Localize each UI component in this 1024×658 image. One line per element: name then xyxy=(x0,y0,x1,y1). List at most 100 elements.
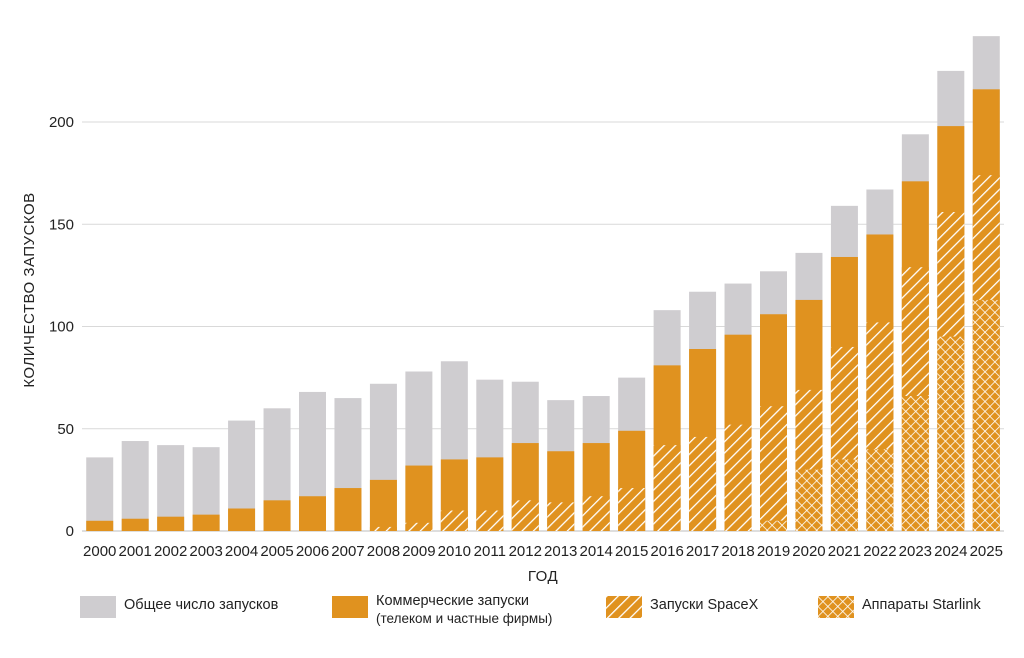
bar-group-2025 xyxy=(972,36,1000,532)
bar-group-2018 xyxy=(724,283,752,531)
bar-group-2012 xyxy=(511,381,539,531)
x-tick-label: 2013 xyxy=(544,543,577,560)
y-tick-label: 100 xyxy=(49,319,74,336)
bar-total xyxy=(121,441,149,531)
x-tick-label: 2019 xyxy=(757,543,790,560)
bar-group-2020 xyxy=(795,252,823,532)
x-tick-label: 2004 xyxy=(225,543,258,560)
bar-spacex xyxy=(618,488,646,531)
bar-starlink xyxy=(830,459,858,531)
bar-group-2016 xyxy=(653,310,681,531)
bar-commercial xyxy=(299,496,326,531)
x-tick-label: 2005 xyxy=(260,543,293,560)
bar-group-2008 xyxy=(369,383,397,531)
bar-group-2024 xyxy=(937,70,965,532)
bar-group-2013 xyxy=(547,400,575,531)
x-tick-label: 2025 xyxy=(970,543,1003,560)
bar-spacex xyxy=(866,322,894,450)
legend-label-spacex: Запуски SpaceX xyxy=(650,597,759,613)
bar-group-2002 xyxy=(157,445,185,531)
bar-starlink xyxy=(760,520,787,531)
x-axis-ticks: 2000 2001 2002 2003 2004 2005 2006 2007 2008 2009… xyxy=(83,543,1003,560)
bar-starlink xyxy=(901,396,929,531)
y-axis-ticks: 0 50 100 150 200 xyxy=(49,114,74,540)
legend-item-total: Общее число запусков xyxy=(80,596,278,618)
x-tick-label: 2007 xyxy=(331,543,364,560)
bar-commercial xyxy=(334,488,362,531)
bar-group-2001 xyxy=(121,441,149,531)
bar-starlink xyxy=(795,469,823,531)
x-tick-label: 2017 xyxy=(686,543,719,560)
x-tick-label: 2023 xyxy=(899,543,932,560)
bar-starlink xyxy=(937,336,965,531)
bar-group-2006 xyxy=(299,391,326,531)
legend: Общее число запусков Коммерческие запуск… xyxy=(80,592,1010,642)
bar-spacex xyxy=(511,500,539,531)
legend-swatch-spacex xyxy=(606,596,642,618)
legend-item-spacex: Запуски SpaceX xyxy=(606,596,758,618)
gridlines xyxy=(82,121,1004,532)
x-tick-label: 2012 xyxy=(509,543,542,560)
bar-commercial xyxy=(369,479,397,531)
bar-group-2017 xyxy=(689,291,717,531)
x-tick-label: 2000 xyxy=(83,543,116,560)
bar-spacex xyxy=(901,267,929,397)
bar-group-2009 xyxy=(405,371,433,531)
x-tick-label: 2024 xyxy=(934,543,967,560)
x-tick-label: 2016 xyxy=(650,543,683,560)
bar-spacex xyxy=(476,510,504,531)
x-tick-label: 2018 xyxy=(721,543,754,560)
x-tick-label: 2015 xyxy=(615,543,648,560)
bar-group-2004 xyxy=(228,420,256,531)
bar-spacex xyxy=(440,510,468,531)
bar-group-2015 xyxy=(618,377,646,531)
x-tick-label: 2011 xyxy=(474,543,506,560)
y-tick-label: 150 xyxy=(49,216,74,233)
legend-label-commercial-sub: (телеком и частные фирмы) xyxy=(376,611,553,626)
x-tick-label: 2001 xyxy=(119,543,152,560)
legend-swatch-starlink xyxy=(818,596,854,618)
legend-swatch-commercial xyxy=(332,596,368,618)
x-tick-label: 2002 xyxy=(154,543,187,560)
x-tick-label: 2021 xyxy=(828,543,861,560)
bar-commercial xyxy=(263,500,291,531)
bar-commercial xyxy=(405,465,433,531)
legend-item-starlink: Аппараты Starlink xyxy=(818,596,981,618)
legend-label-starlink: Аппараты Starlink xyxy=(862,597,981,613)
bar-commercial xyxy=(86,520,114,531)
bar-spacex xyxy=(653,445,681,531)
x-tick-label: 2010 xyxy=(438,543,471,560)
legend-item-commercial: Коммерческие запуски (телеком и частные … xyxy=(332,592,552,628)
bar-spacex xyxy=(547,502,575,531)
bar-group-2007 xyxy=(334,398,362,531)
bar-commercial xyxy=(121,518,149,531)
bar-spacex xyxy=(724,424,752,531)
bar-group-2003 xyxy=(192,447,220,531)
bar-spacex xyxy=(405,522,433,531)
bar-group-2021 xyxy=(830,205,858,532)
bar-group-2011 xyxy=(476,379,504,531)
x-tick-label: 2014 xyxy=(580,543,613,560)
y-axis-title: КОЛИЧЕСТВО ЗАПУСКОВ xyxy=(21,192,38,387)
bar-group-2005 xyxy=(263,408,291,531)
x-tick-label: 2022 xyxy=(863,543,896,560)
bar-group-2022 xyxy=(866,189,894,531)
x-tick-label: 2006 xyxy=(296,543,329,560)
bar-group-2010 xyxy=(440,361,468,531)
bar-commercial xyxy=(157,516,185,531)
bar-spacex xyxy=(369,526,397,531)
y-tick-label: 50 xyxy=(57,421,74,438)
bar-group-2014 xyxy=(582,396,610,531)
bar-spacex xyxy=(582,496,610,531)
bar-spacex xyxy=(795,389,823,470)
y-tick-label: 0 xyxy=(66,523,74,540)
bar-spacex xyxy=(689,436,717,531)
bar-group-2000 xyxy=(86,457,114,531)
bar-group-2019 xyxy=(760,271,787,531)
x-tick-label: 2020 xyxy=(792,543,825,560)
y-tick-label: 200 xyxy=(49,114,74,131)
bar-starlink xyxy=(866,449,894,531)
x-tick-label: 2003 xyxy=(189,543,222,560)
bar-spacex xyxy=(972,175,1000,300)
bar-spacex xyxy=(830,346,858,460)
